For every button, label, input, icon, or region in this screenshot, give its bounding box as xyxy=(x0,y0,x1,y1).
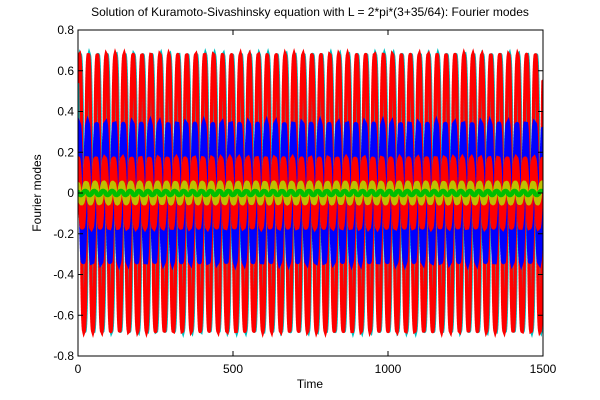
chart-title: Solution of Kuramoto-Sivashinsky equatio… xyxy=(91,5,529,19)
x-tick-label: 1500 xyxy=(530,362,557,376)
fourier-mode-series-6 xyxy=(78,188,543,198)
y-tick-label: -0.4 xyxy=(53,268,74,282)
x-axis-title: Time xyxy=(297,377,324,391)
y-tick-label: 0 xyxy=(67,186,74,200)
y-tick-label: 0.6 xyxy=(57,64,74,78)
y-tick-label: -0.8 xyxy=(53,349,74,363)
plot-area-frame xyxy=(77,29,544,357)
x-tick-label: 1000 xyxy=(375,362,402,376)
x-tick-label: 0 xyxy=(75,362,82,376)
y-tick-label: 0.4 xyxy=(57,105,74,119)
x-tick-label: 500 xyxy=(223,362,243,376)
fourier-mode-series-4 xyxy=(78,153,543,233)
y-tick-label: 0.2 xyxy=(57,145,74,159)
fourier-mode-series-2 xyxy=(78,47,543,338)
y-tick-label: -0.6 xyxy=(53,308,74,322)
y-axis-title: Fourier modes xyxy=(30,154,44,231)
data-layer xyxy=(78,47,543,338)
y-tick-label: 0.8 xyxy=(57,23,74,37)
y-tick-label: -0.2 xyxy=(53,227,74,241)
